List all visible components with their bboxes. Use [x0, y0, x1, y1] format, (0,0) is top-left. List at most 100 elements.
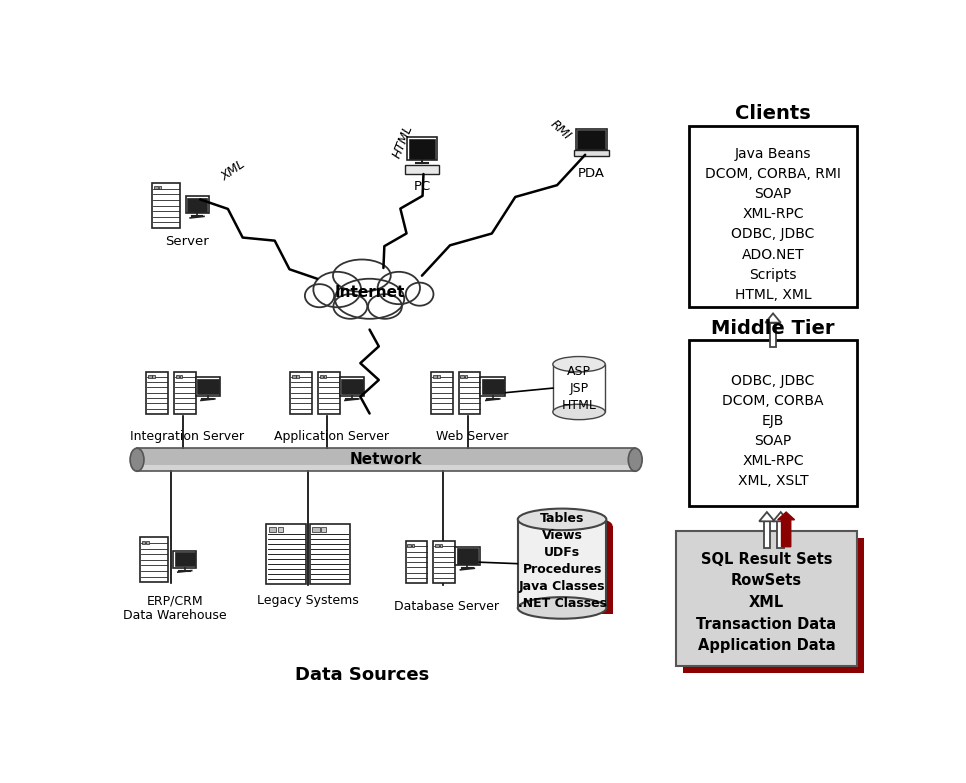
Bar	[176, 374, 180, 377]
Bar	[339, 377, 364, 395]
Text: PDA: PDA	[578, 167, 605, 180]
Ellipse shape	[524, 514, 612, 536]
Bar	[408, 137, 437, 161]
Bar	[297, 374, 298, 377]
Bar	[175, 552, 195, 566]
Bar	[154, 186, 157, 189]
Text: HTML: HTML	[390, 123, 415, 161]
Bar	[465, 374, 468, 377]
Text: Clients: Clients	[735, 104, 810, 124]
Bar	[440, 544, 442, 547]
Bar	[278, 528, 283, 532]
Bar	[438, 374, 440, 377]
Bar	[576, 128, 607, 150]
Bar	[195, 377, 220, 395]
Bar	[412, 544, 414, 547]
Text: Legacy Systems: Legacy Systems	[257, 594, 358, 607]
Ellipse shape	[518, 509, 607, 530]
Bar	[146, 540, 149, 543]
Bar	[457, 548, 478, 564]
Text: SQL Result Sets
RowSets
XML
Transaction Data
Application Data: SQL Result Sets RowSets XML Transaction …	[696, 552, 837, 653]
Ellipse shape	[628, 448, 642, 471]
Bar	[455, 547, 480, 565]
Bar	[683, 538, 864, 673]
Bar	[320, 374, 324, 377]
Bar	[174, 372, 195, 414]
Text: ASP
JSP
HTML: ASP JSP HTML	[561, 365, 596, 412]
Bar	[435, 544, 439, 547]
Text: ERP/CRM
Data Warehouse: ERP/CRM Data Warehouse	[123, 594, 227, 622]
Ellipse shape	[368, 294, 402, 319]
Ellipse shape	[333, 259, 390, 292]
Bar	[267, 525, 306, 584]
Bar	[518, 519, 607, 608]
Bar	[406, 541, 427, 583]
Text: Web Server: Web Server	[436, 430, 508, 443]
Bar	[318, 372, 339, 414]
Ellipse shape	[335, 279, 404, 319]
Text: PC: PC	[413, 180, 431, 193]
Bar	[158, 186, 161, 189]
Text: Middle Tier: Middle Tier	[711, 319, 835, 337]
Ellipse shape	[313, 272, 361, 307]
Text: Server: Server	[165, 235, 209, 247]
Text: Network: Network	[350, 453, 422, 467]
Text: Database Server: Database Server	[394, 600, 499, 612]
Ellipse shape	[378, 272, 420, 304]
Bar	[269, 528, 276, 532]
Bar	[689, 126, 857, 307]
Bar	[153, 183, 180, 228]
Text: Tables
Views
UDFs
Procedures
Java Classes
.NET Classes: Tables Views UDFs Procedures Java Classe…	[518, 511, 607, 610]
Bar	[480, 377, 505, 395]
Bar	[309, 525, 350, 584]
Bar	[312, 528, 320, 532]
Bar	[325, 374, 327, 377]
Bar	[341, 379, 362, 395]
Bar	[433, 374, 437, 377]
Text: Integration Server: Integration Server	[130, 430, 244, 443]
Bar	[778, 521, 784, 548]
Text: ODBC, JDBC
DCOM, CORBA
EJB
SOAP
XML-RPC
XML, XSLT: ODBC, JDBC DCOM, CORBA EJB SOAP XML-RPC …	[723, 373, 824, 488]
Bar	[409, 139, 435, 159]
Bar	[431, 372, 453, 414]
Text: RMI: RMI	[548, 117, 574, 143]
Polygon shape	[778, 512, 795, 547]
Bar	[292, 374, 296, 377]
Bar	[173, 550, 196, 568]
Bar	[142, 540, 146, 543]
Bar	[676, 532, 857, 666]
Ellipse shape	[333, 294, 367, 319]
Bar	[187, 198, 207, 211]
Bar	[553, 364, 605, 412]
Bar	[408, 544, 412, 547]
Bar	[146, 372, 168, 414]
Bar	[405, 164, 439, 174]
Text: XML: XML	[218, 158, 248, 184]
Text: Internet: Internet	[334, 285, 405, 300]
Bar	[321, 528, 326, 532]
Bar	[185, 197, 209, 213]
Ellipse shape	[305, 284, 334, 307]
Ellipse shape	[406, 283, 434, 305]
Bar	[689, 341, 857, 506]
Bar	[524, 525, 612, 614]
Text: Application Server: Application Server	[273, 430, 388, 443]
Bar	[290, 372, 312, 414]
Bar	[459, 372, 480, 414]
Bar	[574, 150, 609, 157]
Polygon shape	[765, 313, 781, 323]
Bar	[180, 374, 183, 377]
Polygon shape	[773, 512, 788, 521]
Bar	[482, 379, 503, 395]
Bar	[461, 374, 465, 377]
Bar	[137, 448, 636, 471]
Ellipse shape	[518, 597, 607, 619]
Bar	[153, 374, 155, 377]
Bar	[578, 130, 605, 149]
Text: Java Beans
DCOM, CORBA, RMI
SOAP
XML-RPC
ODBC, JDBC
ADO.NET
Scripts
HTML, XML: Java Beans DCOM, CORBA, RMI SOAP XML-RPC…	[705, 147, 841, 301]
Bar	[148, 374, 152, 377]
Polygon shape	[759, 512, 775, 521]
Bar	[434, 541, 455, 583]
Bar	[197, 379, 218, 395]
Text: Data Sources: Data Sources	[295, 666, 429, 684]
